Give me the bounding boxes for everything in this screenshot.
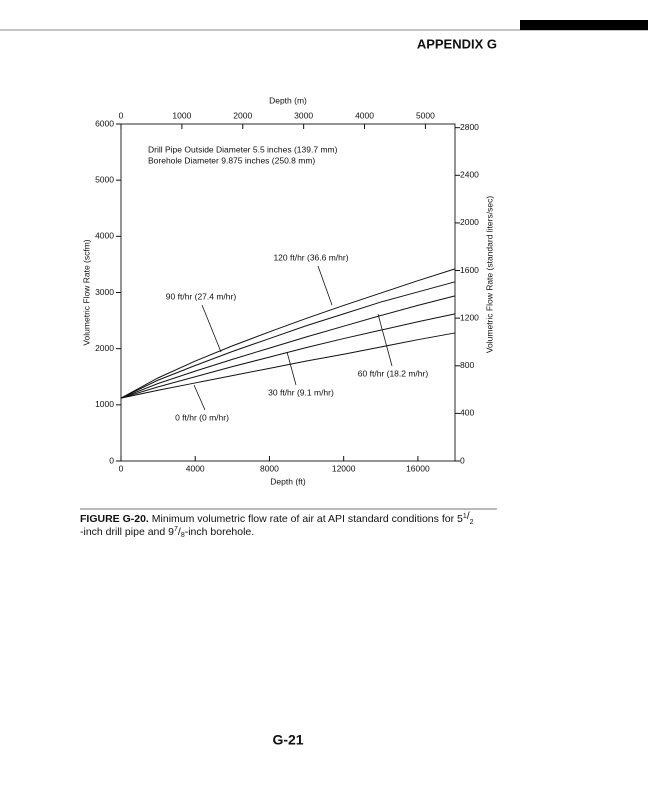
caption-slash: / <box>467 510 470 522</box>
series-label: 90 ft/hr (27.4 m/hr) <box>166 291 237 301</box>
chart: 0 1000 2000 3000 4000 5000 6000 0 400 800 1200 1600… <box>81 95 494 486</box>
series-line <box>120 268 456 399</box>
leader-line <box>317 265 333 306</box>
series-line <box>120 295 456 399</box>
series-label: 30 ft/hr (9.1 m/hr) <box>268 387 334 397</box>
annotation: Borehole Diameter 9.875 inches (250.8 mm… <box>148 155 315 165</box>
leader-line <box>377 313 393 367</box>
series-label: 60 ft/hr (18.2 m/hr) <box>358 368 429 378</box>
x2-tick-label: 1000 <box>172 110 191 120</box>
caption-slash: / <box>178 526 181 538</box>
y-tick-label: 1000 <box>95 399 114 409</box>
x-tick-label: 12000 <box>332 463 356 473</box>
caption-text: -inch drill pipe and 9 <box>80 526 174 538</box>
caption-label: FIGURE G-20. <box>80 513 149 525</box>
y2-tick-label: 2800 <box>460 122 479 132</box>
y-axis-title: Volumetric Flow Rate (scfm) <box>81 239 91 345</box>
caption-sub: 8 <box>181 532 185 539</box>
leader-line <box>201 304 222 353</box>
series-line <box>120 281 456 399</box>
x2-tick-label: 4000 <box>355 110 374 120</box>
y2-tick-label: 1200 <box>460 312 479 322</box>
x2-tick-label: 5000 <box>416 110 435 120</box>
x-tick-label: 0 <box>119 463 124 473</box>
y2-tick-label: 0 <box>460 455 465 465</box>
series-label: 0 ft/hr (0 m/hr) <box>175 412 229 422</box>
y-tick-label: 5000 <box>95 174 114 184</box>
annotation: Drill Pipe Outside Diameter 5.5 inches (… <box>148 144 338 154</box>
y-tick-label: 4000 <box>95 231 114 241</box>
x-axis-title: Depth (ft) <box>270 476 306 486</box>
y-tick-label: 0 <box>109 455 114 465</box>
x-tick-label: 4000 <box>186 463 205 473</box>
caption-text: -inch borehole. <box>185 526 254 538</box>
header-bar <box>520 20 648 30</box>
caption: FIGURE G-20. Minimum volumetric flow rat… <box>80 510 474 526</box>
y2-tick-label: 400 <box>460 408 474 418</box>
x2-tick-label: 0 <box>119 110 124 120</box>
leader-line <box>286 351 297 386</box>
series-line <box>120 313 456 399</box>
x2-axis-title: Depth (m) <box>269 95 307 105</box>
x-tick-label: 16000 <box>406 463 430 473</box>
series-label: 120 ft/hr (36.6 m/hr) <box>273 252 348 262</box>
y2-tick-label: 1600 <box>460 265 479 275</box>
header: APPENDIX G <box>417 36 497 51</box>
y2-axis-title: Volumetric Flow Rate (standard liters/se… <box>484 196 494 353</box>
y2-tick-label: 2400 <box>460 170 479 180</box>
y-tick-label: 2000 <box>95 343 114 353</box>
series-line <box>120 332 456 399</box>
y-tick-label: 3000 <box>95 287 114 297</box>
x2-tick-label: 3000 <box>294 110 313 120</box>
caption-sub: 2 <box>470 519 474 526</box>
caption-text: Minimum volumetric flow rate of air at A… <box>152 513 463 525</box>
caption-sup: 1 <box>463 513 467 520</box>
page-number: G-21 <box>272 732 303 748</box>
leader-line <box>193 384 206 411</box>
y2-tick-label: 2000 <box>460 217 479 227</box>
x-tick-label: 8000 <box>260 463 279 473</box>
y2-tick-label: 800 <box>460 360 474 370</box>
x2-tick-label: 2000 <box>233 110 252 120</box>
caption-line-2: -inch drill pipe and 97/8-inch borehole. <box>80 526 254 539</box>
y-tick-label: 6000 <box>95 118 114 128</box>
caption-sup: 7 <box>174 526 178 533</box>
